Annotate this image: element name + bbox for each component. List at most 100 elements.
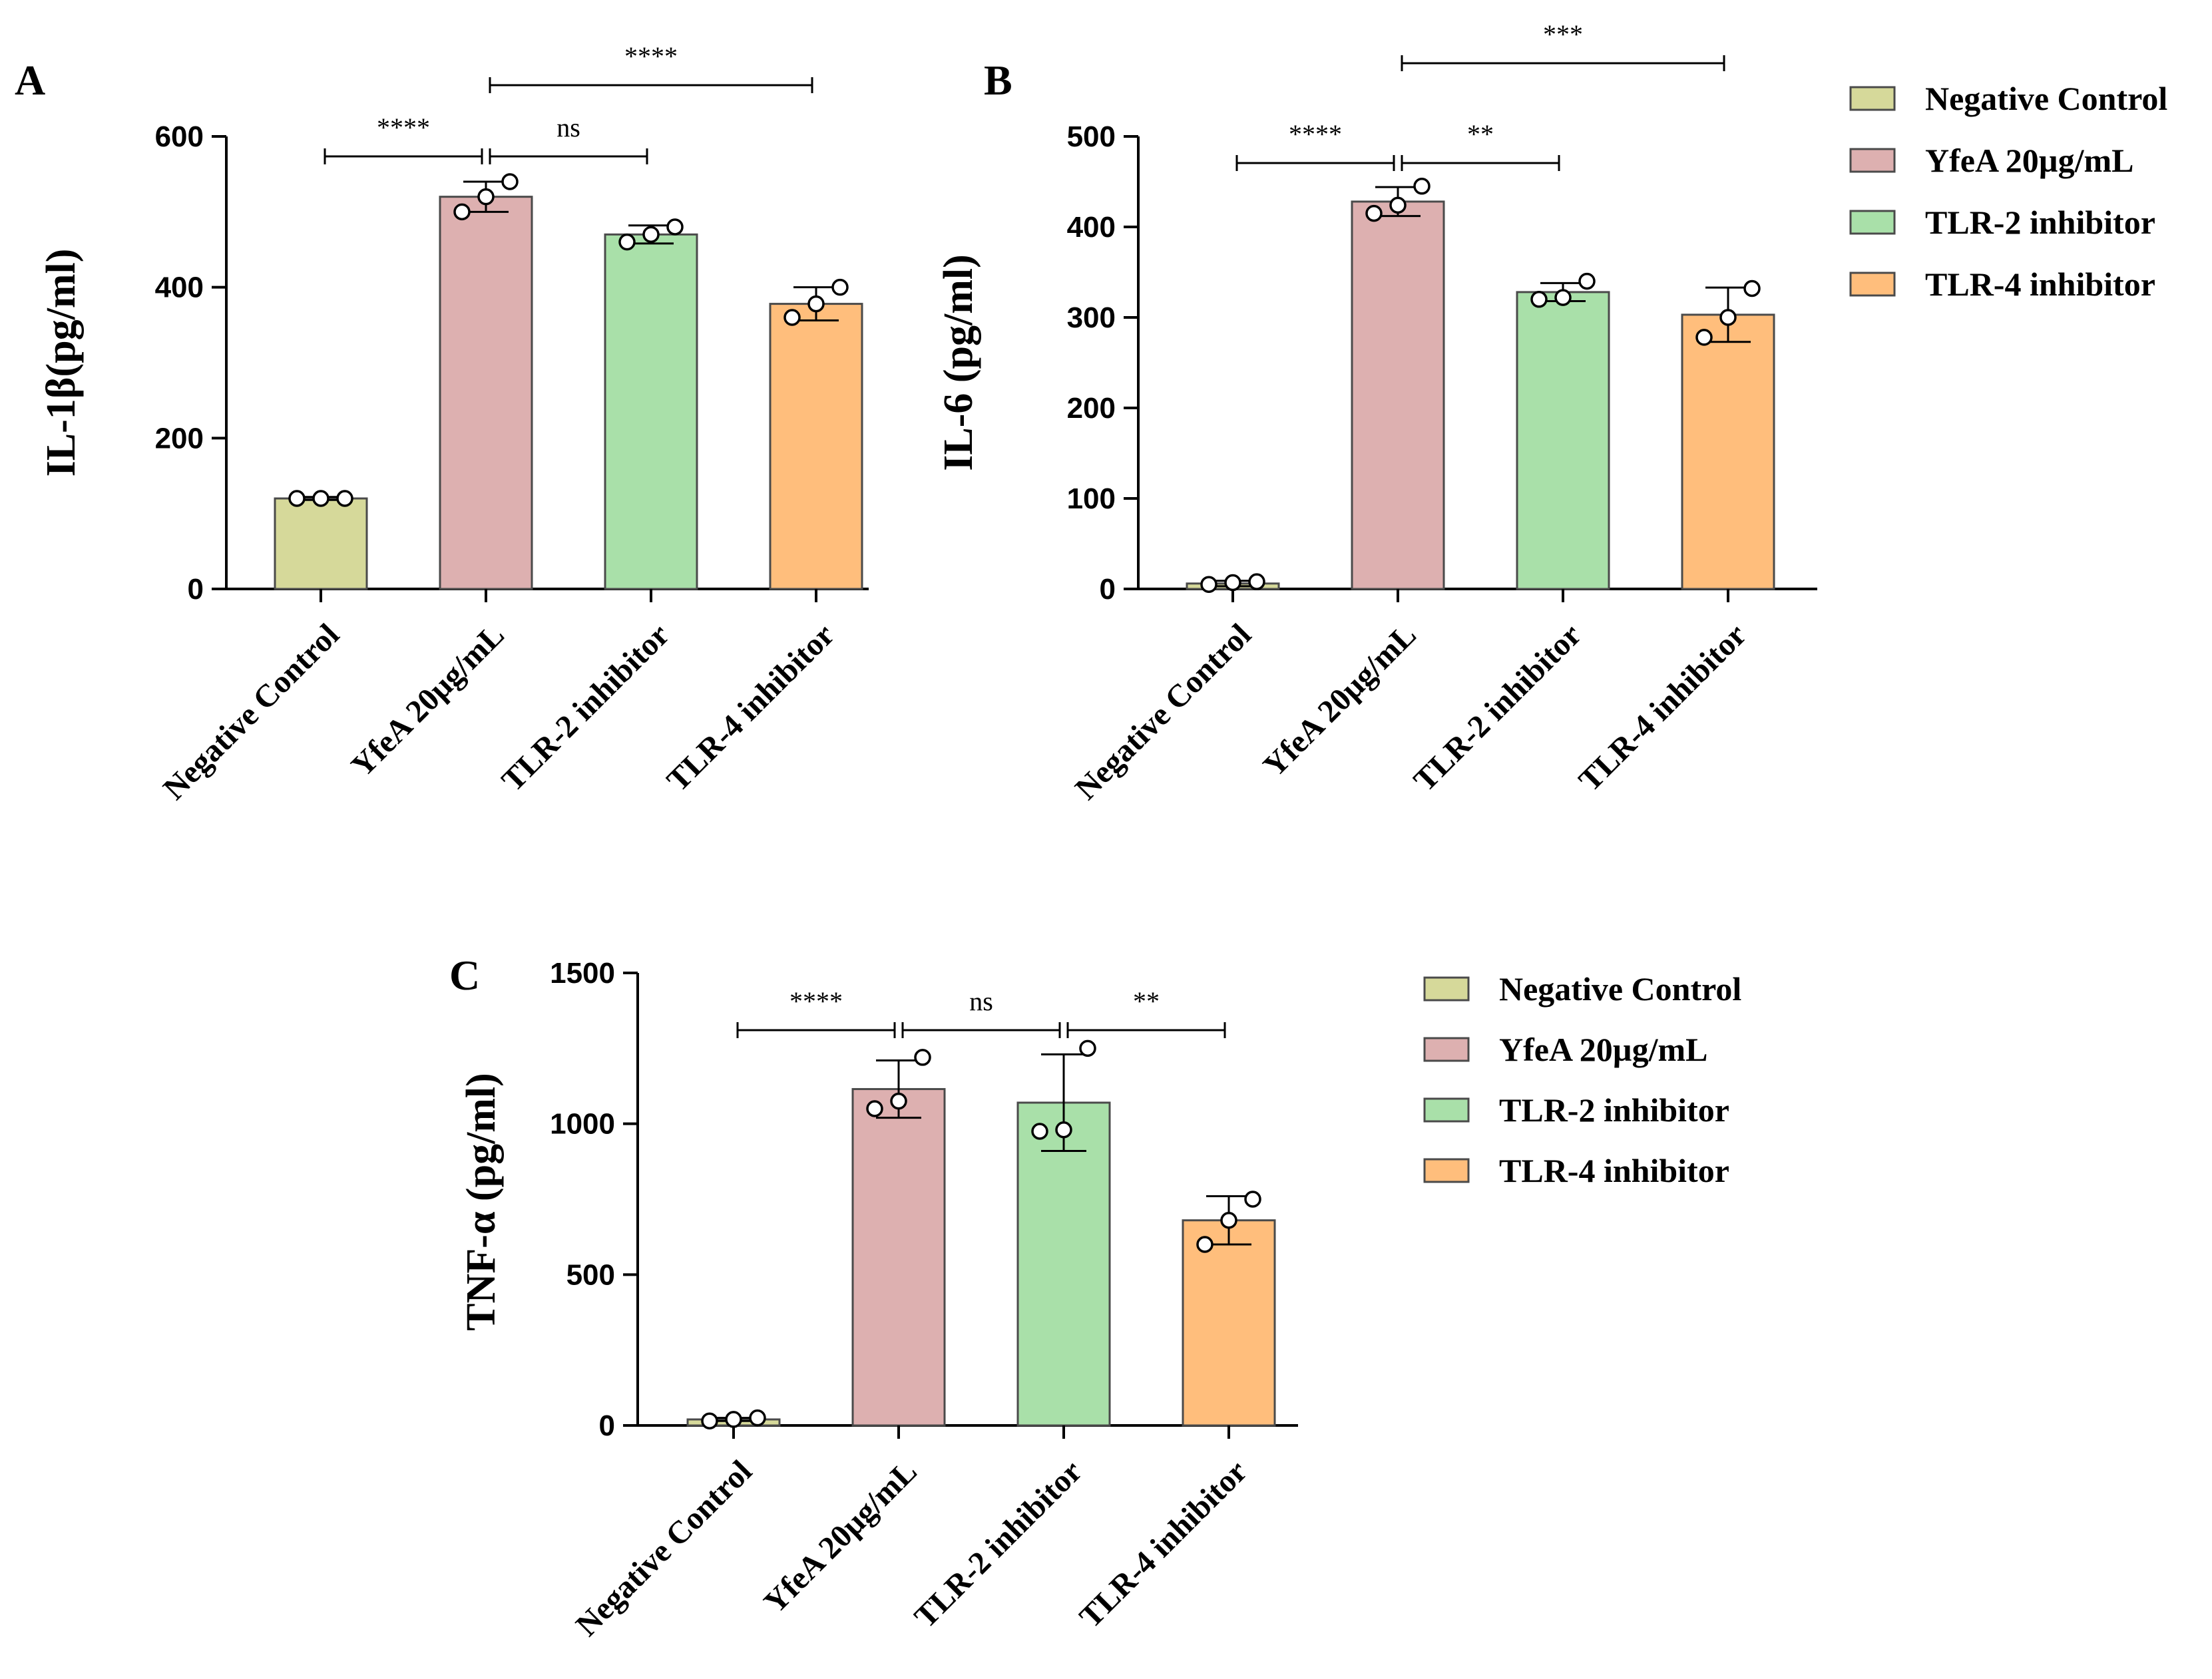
significance-label: **	[1467, 119, 1494, 149]
data-point	[1224, 574, 1241, 592]
data-point	[312, 490, 330, 507]
data-point	[1079, 1039, 1096, 1057]
panel-letter: A	[15, 57, 45, 104]
data-point	[1248, 573, 1265, 590]
data-point	[1365, 204, 1383, 222]
legend-panel-c: Negative Control YfeA 20µg/mL TLR-2 inhibi…	[1423, 970, 1741, 1189]
data-point	[1196, 1236, 1214, 1253]
data-point	[866, 1100, 883, 1117]
data-point	[1554, 289, 1572, 306]
legend-label: TLR-2 inhibitor	[1925, 204, 2155, 241]
legend-swatch	[1849, 272, 1896, 297]
y-axis-label: IL-6 (pg/ml)	[936, 254, 981, 471]
significance-label: ****	[789, 986, 843, 1016]
data-point	[1530, 291, 1548, 308]
category-label: TLR-2 inhibitor	[495, 617, 676, 798]
y-tick-label: 300	[1067, 301, 1116, 334]
category-label: TLR-4 inhibitor	[1072, 1453, 1253, 1634]
significance-label: ns	[556, 112, 580, 142]
data-point	[1244, 1191, 1261, 1208]
panel-letter: C	[449, 952, 480, 999]
y-tick-label: 1500	[550, 957, 615, 990]
bar-3	[604, 233, 698, 590]
category-label: YfeA 20µg/mL	[757, 1453, 923, 1620]
bar-2	[851, 1088, 946, 1427]
data-point	[501, 173, 519, 190]
y-tick-label: 200	[1067, 392, 1116, 425]
legend-label: TLR-4 inhibitor	[1925, 266, 2155, 303]
data-point	[701, 1412, 718, 1429]
y-tick-label: 400	[1067, 211, 1116, 244]
data-point	[914, 1049, 931, 1066]
legend-panel-b: Negative Control YfeA 20µg/mL TLR-2 inhibi…	[1849, 80, 2167, 303]
legend-swatch	[1423, 1037, 1470, 1062]
data-point	[288, 490, 306, 507]
data-point	[1055, 1121, 1072, 1139]
y-tick-label: 500	[1067, 120, 1116, 153]
y-axis-label: TNF-α (pg/ml)	[459, 1073, 504, 1331]
data-point	[1031, 1123, 1048, 1140]
data-point	[618, 233, 636, 251]
data-point	[890, 1092, 907, 1110]
data-point	[1578, 272, 1596, 290]
panel-letter: B	[984, 57, 1012, 104]
data-point	[642, 226, 660, 244]
chart-panel-c: C TNF-α (pg/ml) 0 500 1000 1500 Negative Contr…	[449, 952, 1298, 1643]
chart-panel-b: B IL-6 (pg/ml) 0 100 200 300 400 500 Negative Co…	[936, 19, 1817, 807]
significance-label: ***	[1543, 19, 1583, 49]
category-label: YfeA 20µg/mL	[344, 617, 511, 783]
y-tick-label: 0	[1100, 573, 1116, 606]
legend-label: Negative Control	[1499, 970, 1741, 1008]
category-label: TLR-2 inhibitor	[1407, 617, 1588, 798]
legend-label: YfeA 20µg/mL	[1925, 142, 2134, 179]
y-tick-label: 500	[566, 1258, 615, 1291]
data-point	[1389, 196, 1407, 214]
data-point	[807, 295, 825, 313]
data-point	[1719, 309, 1737, 326]
significance-label: ****	[624, 41, 678, 71]
bar-4	[1681, 313, 1775, 590]
y-tick-label: 0	[188, 573, 204, 606]
data-point	[749, 1409, 766, 1427]
y-tick-label: 600	[155, 120, 204, 153]
legend-swatch	[1423, 1097, 1470, 1123]
category-label: TLR-4 inhibitor	[1572, 617, 1753, 798]
y-tick-label: 1000	[550, 1108, 615, 1141]
y-axis-label: IL-1β(pg/ml)	[39, 249, 84, 477]
significance-label: ****	[1289, 119, 1342, 149]
y-tick-label: 100	[1067, 482, 1116, 515]
significance-label: ****	[377, 112, 430, 142]
bar-3	[1516, 291, 1610, 590]
legend-swatch	[1423, 976, 1470, 1002]
category-label: TLR-2 inhibitor	[907, 1453, 1088, 1634]
legend-label: TLR-4 inhibitor	[1499, 1152, 1729, 1189]
category-label: TLR-4 inhibitor	[660, 617, 841, 798]
data-point	[1695, 329, 1713, 346]
data-point	[1413, 178, 1431, 195]
legend-label: TLR-2 inhibitor	[1499, 1091, 1729, 1129]
data-point	[1220, 1211, 1237, 1229]
data-point	[453, 203, 471, 221]
category-label: Negative Control	[1068, 617, 1258, 807]
legend-label: Negative Control	[1925, 80, 2167, 117]
category-label: Negative Control	[156, 617, 346, 807]
bar-3	[1016, 1101, 1111, 1427]
category-label: YfeA 20µg/mL	[1256, 617, 1423, 783]
y-tick-label: 200	[155, 422, 204, 455]
legend-swatch	[1849, 86, 1896, 111]
chart-panel-a: A IL-1β(pg/ml) 0 200 400 600 Negative ControlY…	[15, 41, 869, 807]
bar-2	[439, 196, 533, 590]
legend-swatch	[1849, 210, 1896, 235]
data-point	[1743, 280, 1761, 297]
data-point	[477, 188, 495, 206]
bar-4	[1182, 1219, 1276, 1427]
significance-label: ns	[969, 986, 993, 1016]
bar-4	[769, 303, 863, 590]
data-point	[831, 278, 849, 296]
bar-1	[274, 497, 368, 590]
bar-2	[1351, 200, 1445, 590]
category-label: Negative Control	[569, 1453, 759, 1643]
data-point	[783, 309, 801, 326]
legend-label: YfeA 20µg/mL	[1499, 1031, 1708, 1068]
